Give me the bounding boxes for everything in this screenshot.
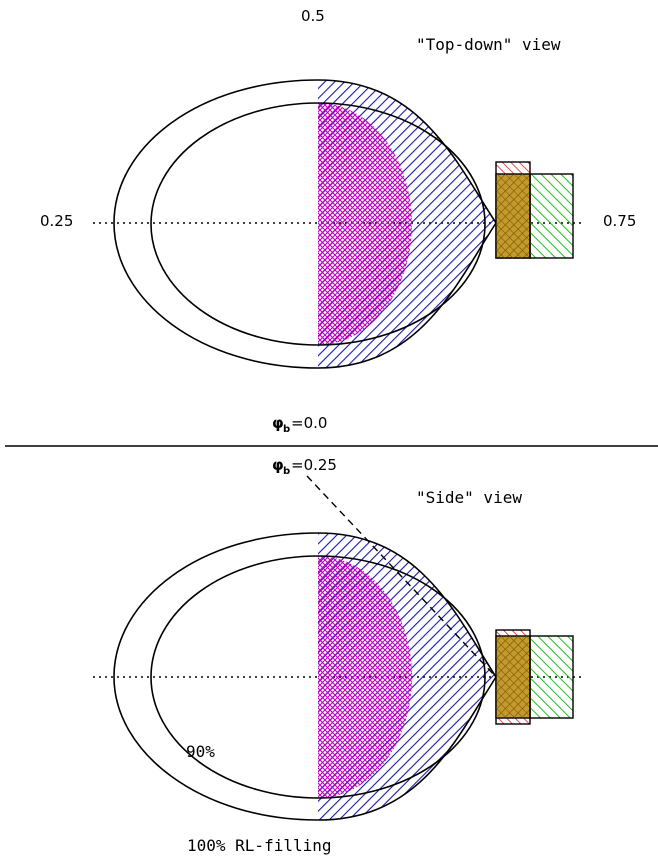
bottom-panel: φ b =0.25 "Side" view 90% 100% RL-fillin… [93, 456, 583, 855]
bottom-phi-symbol: φ [272, 456, 284, 474]
top-phase-label-left: 0.25 [40, 212, 73, 230]
bottom-outer-label: 100% RL-filling [187, 836, 332, 855]
bottom-phi-subscript: b [283, 466, 290, 477]
top-panel: 0.5 "Top-down" view 0.25 0.75 φ b =0.0 [40, 7, 636, 435]
bottom-sightline-dashed [306, 475, 497, 678]
top-phase-label-bottom: φ b =0.0 [272, 414, 327, 435]
bottom-olive-box-cross [496, 636, 530, 718]
bottom-star-right-half [318, 556, 412, 798]
bottom-roche-lobe-outline [113, 532, 497, 821]
top-star-right-half [318, 103, 412, 345]
top-phi-subscript: b [283, 424, 290, 435]
top-green-box [529, 173, 574, 259]
top-phase-label-right: 0.75 [603, 212, 636, 230]
bottom-inner-label: 90% [186, 742, 215, 761]
top-roche-lobe-outline [113, 79, 497, 369]
bottom-view-title: "Side" view [416, 488, 522, 507]
top-star-outline [150, 102, 486, 346]
top-phi-value: =0.0 [291, 414, 327, 432]
bottom-phi-value: =0.25 [291, 456, 337, 474]
top-view-title: "Top-down" view [416, 35, 561, 54]
top-phase-label-top: 0.5 [301, 7, 325, 25]
top-olive-box-cross [496, 174, 530, 258]
bottom-green-box [529, 635, 574, 719]
bottom-star-outline [150, 555, 486, 799]
top-phi-symbol: φ [272, 414, 284, 432]
bottom-phase-label: φ b =0.25 [272, 456, 337, 477]
